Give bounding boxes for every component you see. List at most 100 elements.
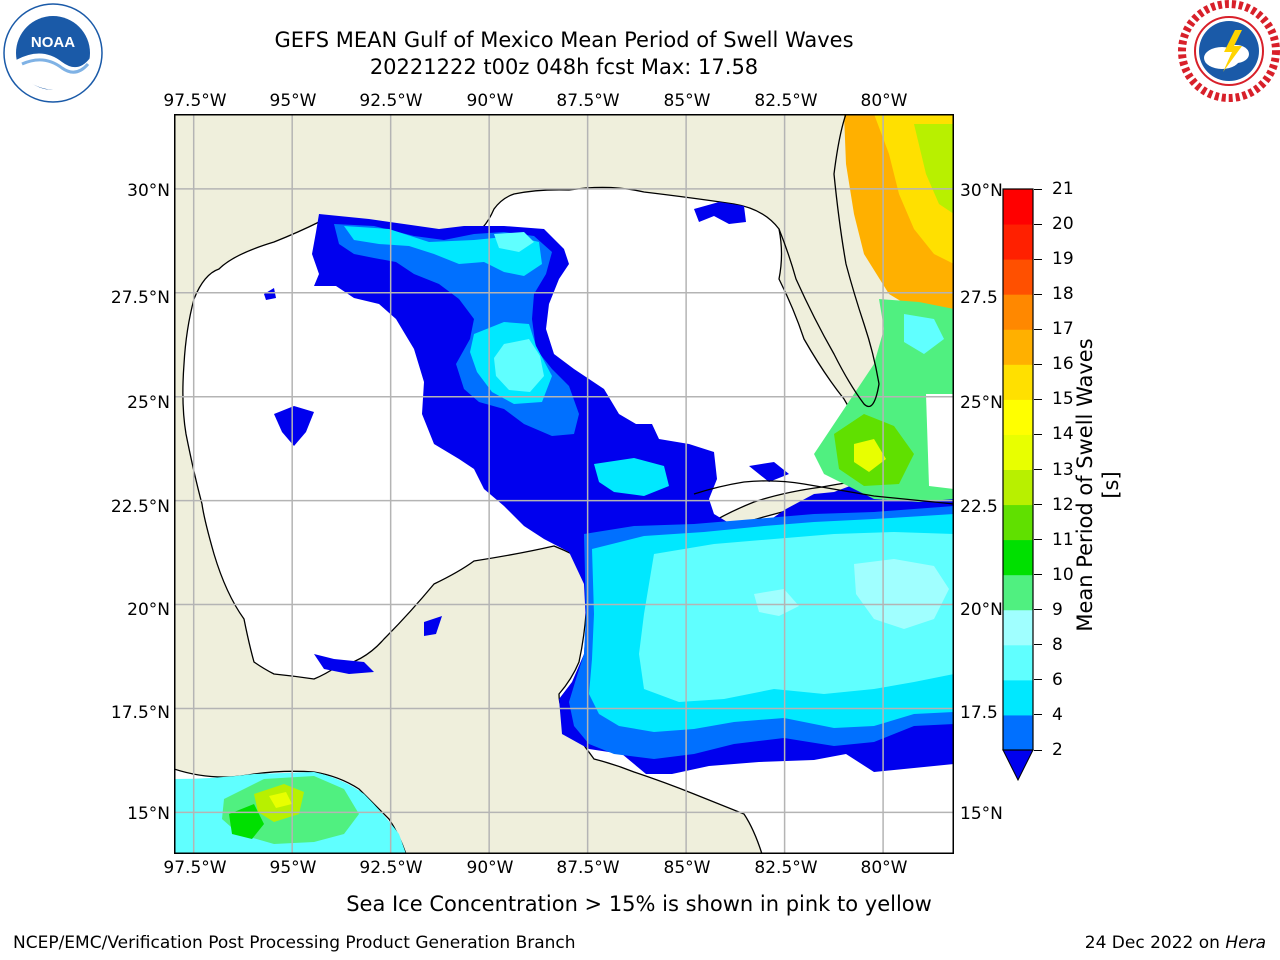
colorbar-tick-mark bbox=[1034, 398, 1042, 400]
colorbar-tick-mark bbox=[1034, 469, 1042, 470]
colorbar bbox=[1002, 188, 1034, 782]
colorbar-tick-mark bbox=[1034, 679, 1042, 681]
pacific-swell bbox=[269, 792, 292, 808]
colorbar-tick-mark bbox=[1034, 363, 1042, 365]
colorbar-tick-mark bbox=[1034, 644, 1042, 646]
lon-tick-bottom: 80°W bbox=[860, 858, 908, 878]
colorbar-tick-mark bbox=[1034, 293, 1042, 295]
lon-tick-top: 95°W bbox=[269, 91, 317, 111]
colorbar-tick-label: 18 bbox=[1052, 284, 1074, 305]
swell-band-6-8s bbox=[494, 232, 534, 252]
colorbar-band bbox=[1003, 714, 1033, 751]
lat-tick-right: 15°N bbox=[960, 804, 1003, 824]
colorbar-band bbox=[1003, 504, 1033, 541]
nws-logo bbox=[1178, 0, 1280, 102]
colorbar-tick-label: 2 bbox=[1052, 740, 1063, 760]
colorbar-tick-label: 19 bbox=[1052, 249, 1074, 270]
colorbar-band bbox=[1003, 364, 1033, 400]
colorbar-tick-label: 4 bbox=[1052, 704, 1063, 725]
footer-credit: NCEP/EMC/Verification Post Processing Pr… bbox=[13, 933, 576, 953]
lat-tick-right: 30°N bbox=[960, 181, 1003, 201]
colorbar-tick-mark bbox=[1034, 433, 1042, 435]
colorbar-tick-label: 9 bbox=[1052, 599, 1063, 620]
footer-machine: Hera bbox=[1225, 933, 1266, 953]
map-title: GEFS MEAN Gulf of Mexico Mean Period of … bbox=[274, 28, 854, 52]
colorbar-tick-label: 17 bbox=[1052, 319, 1074, 340]
lon-tick-top: 87.5°W bbox=[556, 91, 620, 111]
colorbar-extend-min bbox=[1002, 749, 1034, 782]
lat-tick-left: 27.5°N bbox=[110, 288, 170, 308]
lon-tick-top: 97.5°W bbox=[163, 91, 227, 111]
swell-band-8-9s bbox=[754, 589, 799, 616]
lat-tick-left: 15°N bbox=[127, 804, 170, 824]
colorbar-band bbox=[1003, 469, 1033, 506]
colorbar-band bbox=[1003, 224, 1033, 260]
colorbar-tick-mark bbox=[1034, 504, 1042, 506]
lat-tick-left: 17.5°N bbox=[110, 703, 170, 723]
swell-band-under-2s bbox=[274, 406, 314, 446]
lat-tick-left: 30°N bbox=[127, 181, 170, 201]
lon-tick-top: 90°W bbox=[466, 91, 514, 111]
lat-tick-left: 20°N bbox=[127, 600, 170, 620]
map-plot bbox=[174, 114, 954, 854]
colorbar-band bbox=[1003, 574, 1033, 611]
swell-band-4-6s bbox=[594, 458, 669, 496]
lon-tick-top: 82.5°W bbox=[754, 91, 818, 111]
swell-band-under-2s bbox=[694, 202, 746, 224]
colorbar-tick-label: 13 bbox=[1052, 459, 1074, 480]
swell-band-8-9s bbox=[854, 559, 949, 629]
map-frame bbox=[174, 114, 954, 854]
swell-band-under-2s bbox=[314, 654, 374, 674]
colorbar-tick-label: 15 bbox=[1052, 389, 1074, 410]
colorbar-tick-mark bbox=[1034, 749, 1042, 751]
lon-tick-bottom: 95°W bbox=[269, 858, 317, 878]
colorbar-band bbox=[1003, 399, 1033, 435]
swell-band-under-2s bbox=[424, 616, 442, 636]
colorbar-band bbox=[1003, 189, 1033, 225]
lat-tick-right: 17.5 bbox=[960, 703, 998, 723]
colorbar-band bbox=[1003, 434, 1033, 470]
footer-date-text: 24 Dec 2022 on bbox=[1084, 933, 1226, 953]
colorbar-band bbox=[1003, 609, 1033, 646]
lon-tick-bottom: 90°W bbox=[466, 858, 514, 878]
colorbar-title: Mean Period of Swell Waves [s] bbox=[1073, 338, 1123, 632]
colorbar-tick-mark bbox=[1034, 258, 1042, 260]
colorbar-band bbox=[1003, 294, 1033, 330]
colorbar-tick-label: 16 bbox=[1052, 354, 1074, 375]
lat-tick-right: 20°N bbox=[960, 600, 1003, 620]
footer-date: 24 Dec 2022 on Hera bbox=[1085, 932, 1266, 954]
lat-tick-right: 22.5 bbox=[960, 497, 998, 517]
coastline bbox=[778, 114, 880, 408]
colorbar-tick-mark bbox=[1034, 574, 1042, 576]
colorbar-tick-label: 6 bbox=[1052, 669, 1063, 690]
swell-band-under-2s bbox=[749, 462, 789, 482]
coastline bbox=[693, 480, 954, 505]
lon-tick-bottom: 85°W bbox=[663, 858, 711, 878]
colorbar-band bbox=[1003, 539, 1033, 576]
colorbar-tick-mark bbox=[1034, 714, 1042, 716]
swell-band-6-8s bbox=[494, 339, 544, 392]
colorbar-tick-label: 21 bbox=[1052, 179, 1074, 199]
swell-band-under-2s bbox=[264, 288, 276, 300]
colorbar-frame bbox=[1002, 188, 1034, 751]
swell-band-4-6s bbox=[344, 226, 542, 276]
lon-tick-bottom: 82.5°W bbox=[754, 858, 818, 878]
lon-tick-bottom: 87.5°W bbox=[556, 858, 620, 878]
graticule bbox=[174, 114, 954, 854]
colorbar-tick-mark bbox=[1034, 223, 1042, 225]
colorbar-tick-mark bbox=[1034, 188, 1042, 190]
colorbar-tick-label: 11 bbox=[1052, 529, 1074, 550]
lon-tick-bottom: 92.5°W bbox=[359, 858, 423, 878]
lon-tick-top: 92.5°W bbox=[359, 91, 423, 111]
colorbar-band bbox=[1003, 644, 1033, 681]
colorbar-band bbox=[1003, 679, 1033, 716]
atlantic-swell bbox=[914, 124, 954, 214]
colorbar-band bbox=[1003, 259, 1033, 295]
colorbar-tick-label: 8 bbox=[1052, 634, 1063, 655]
colorbar-tick-mark bbox=[1034, 328, 1042, 330]
caption: Sea Ice Concentration > 15% is shown in … bbox=[346, 892, 932, 916]
lon-tick-top: 85°W bbox=[663, 91, 711, 111]
colorbar-tick-label: 20 bbox=[1052, 214, 1074, 235]
lat-tick-left: 25°N bbox=[127, 393, 170, 413]
colorbar-tick-label: 14 bbox=[1052, 424, 1074, 445]
